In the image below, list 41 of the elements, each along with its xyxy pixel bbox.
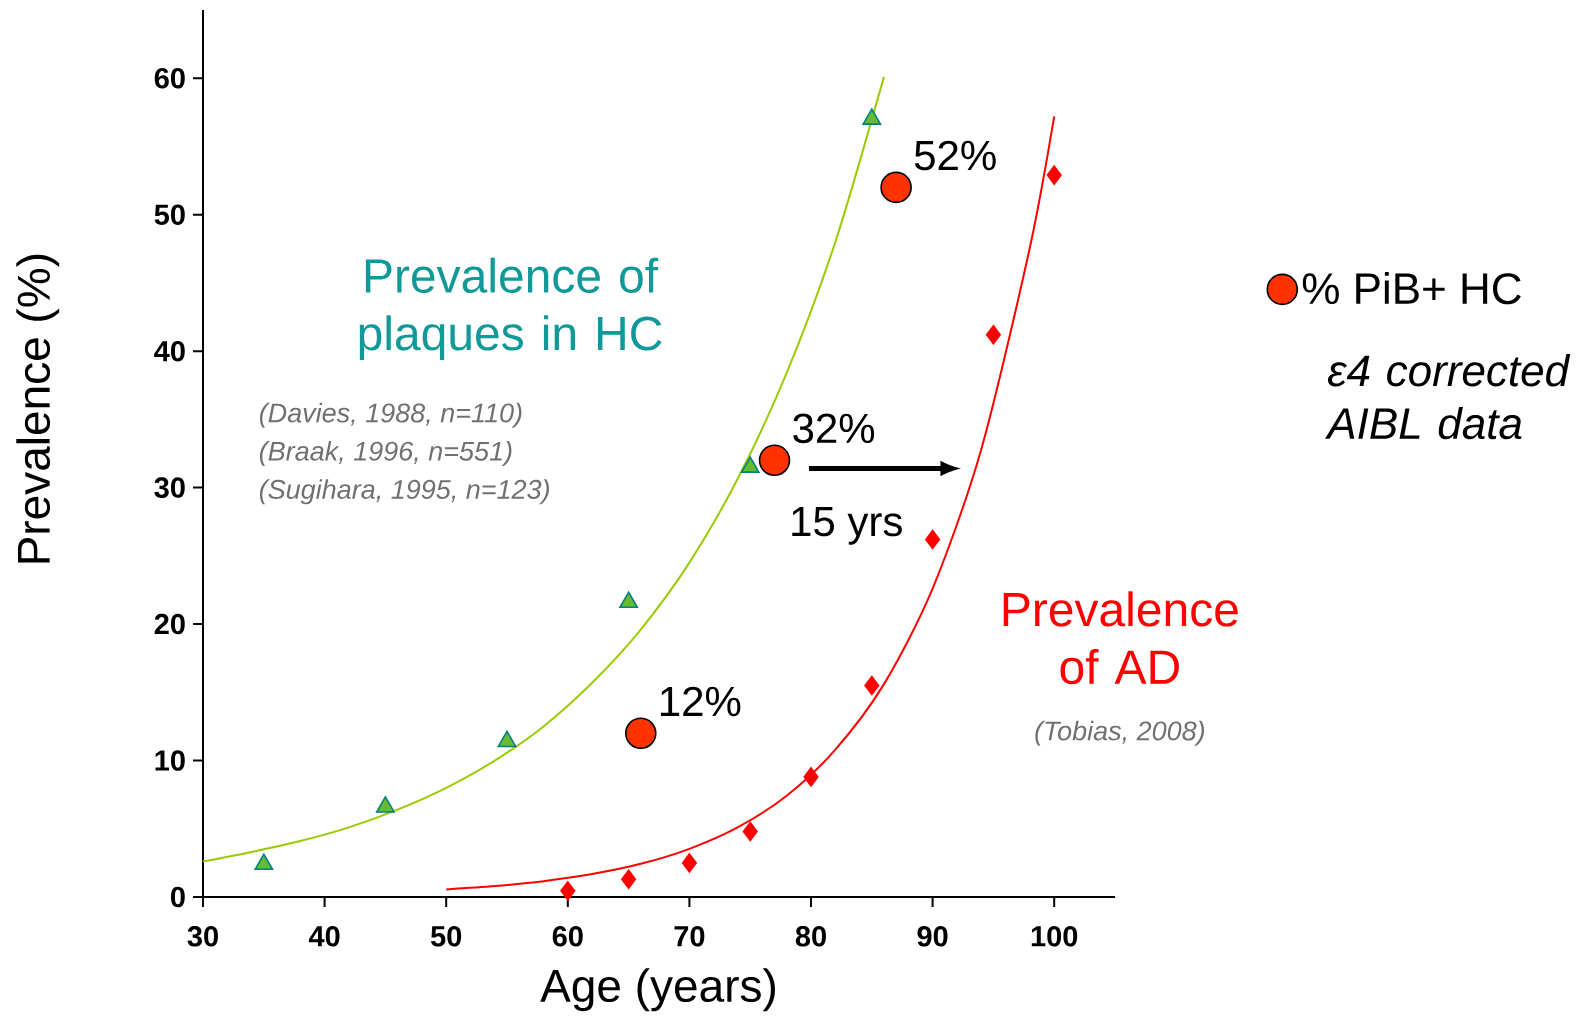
annotation: (Davies, 1988, n=110) [259,402,522,428]
point [621,869,637,890]
point [880,171,912,204]
point [985,324,1001,345]
point [925,529,941,550]
x-tick-label: 50 [430,926,462,947]
annotation: 12% [660,686,741,717]
annotation: Prevalence of plaques in HC [359,257,662,361]
point [560,881,576,901]
annotation: 52% [914,140,996,171]
annotation: (Tobias, 2008) [1035,720,1205,746]
x-axis-title: Age (years) [540,968,775,1012]
y-tick-label: 40 [154,340,185,362]
x-tick-label: 80 [795,926,826,947]
annotation: (Sugihara, 1995, n=123) [259,479,549,505]
annotation: 15 yrs [792,507,902,545]
annotation: Prevalence of AD [1003,591,1238,685]
y-tick-label: 10 [155,750,185,771]
legend-label: % PiB+ HC [1302,271,1521,305]
x-tick-label: 90 [917,926,948,947]
annotation: 32% [793,413,875,444]
point [624,717,657,750]
text: ε4 corrected AIBL data [1325,354,1571,440]
y-axis-title: Prevalence (%) [16,254,60,563]
y-tick-label: 30 [154,477,185,498]
x-tick-label: 40 [308,926,340,947]
point [864,675,880,696]
x-tick-label: 60 [552,926,583,947]
y-tick-label: 50 [154,204,185,225]
point [742,821,758,842]
y-tick-label: 60 [154,67,185,89]
point [1046,165,1062,185]
x-tick-label: 30 [187,926,218,947]
point [681,853,697,873]
x-tick-label: 100 [1031,926,1078,947]
point [758,444,791,477]
y-tick-label: 0 [170,886,185,908]
y-tick-label: 20 [154,613,185,635]
annotation: (Braak, 1996, n=551) [259,440,512,467]
x-tick-label: 70 [674,926,705,947]
point [803,767,819,787]
